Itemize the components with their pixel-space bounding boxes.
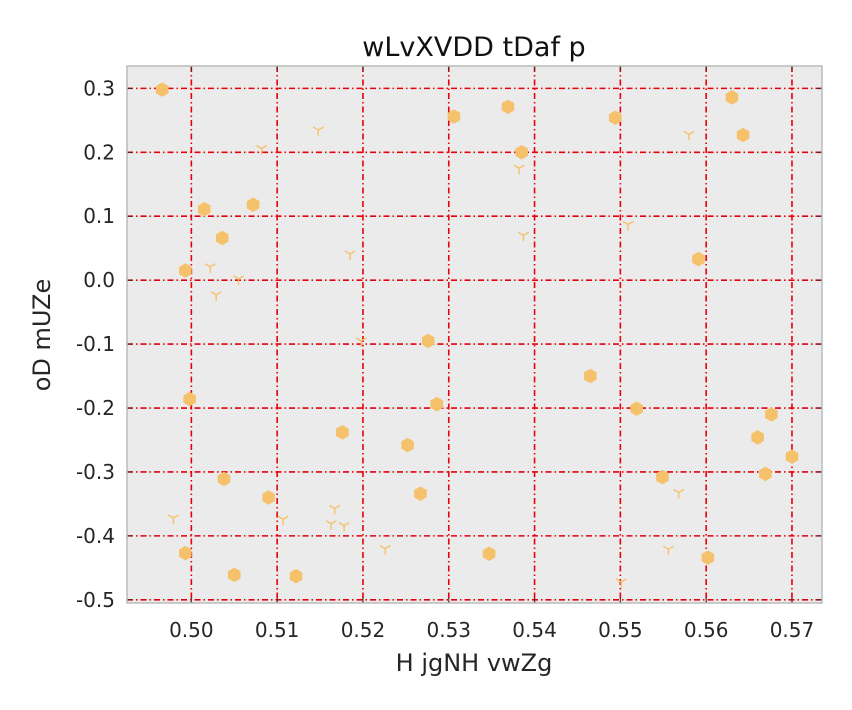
hexagon-point [692, 251, 705, 267]
hexagon-point [421, 333, 435, 349]
x-tick-label: 0.51 [255, 618, 300, 642]
y-tick-label: -0.3 [76, 460, 115, 484]
hexagon-point [217, 471, 231, 487]
tri-down-point [517, 231, 529, 242]
hexagon-point [630, 401, 643, 416]
y-axis-title: oD mUZe [28, 279, 56, 392]
tri-down-point [622, 220, 634, 231]
hexagon-point [155, 82, 169, 97]
hexagon-point [515, 145, 528, 160]
tri-down-point [312, 126, 324, 136]
hexagon-point [584, 368, 597, 384]
tri-down-point [662, 545, 674, 556]
y-tick-label: -0.4 [76, 524, 115, 548]
tri-down-point [673, 488, 685, 499]
hexagon-point [179, 263, 192, 278]
hexagon-point [246, 197, 260, 212]
hexagon-point [289, 568, 303, 584]
y-tick-label: 0.1 [83, 204, 115, 228]
tri-down-point [338, 522, 350, 532]
tri-down-point [167, 514, 179, 524]
y-tick-labels: 0.3 0.2 0.1 0.0 -0.1 -0.2 -0.3 -0.4 -0.5 [76, 76, 115, 611]
hexagon-point [183, 391, 196, 407]
x-axis-title: H jgNH vwZg [396, 649, 553, 677]
hexagon-point [501, 99, 515, 115]
hexagon-point [262, 490, 275, 505]
tri-down-point [683, 130, 695, 141]
y-tick-label: 0.2 [83, 140, 115, 164]
tri-down-point [615, 578, 627, 588]
hexagon-point [336, 425, 349, 440]
y-tick-label: -0.5 [76, 588, 115, 612]
plot-background [127, 66, 822, 603]
tri-down-point [513, 164, 525, 175]
x-tick-label: 0.55 [598, 618, 643, 642]
hexagon-point [197, 201, 211, 217]
hexagon-point [215, 230, 229, 246]
y-tick-label: -0.2 [76, 396, 115, 420]
hexagon-point [785, 449, 799, 464]
tri-down-point [325, 520, 337, 530]
data-points [155, 82, 799, 588]
hexagon-point [447, 109, 461, 124]
hexagon-point [725, 90, 739, 105]
x-tick-label: 0.52 [341, 618, 386, 642]
hexagon-point [656, 469, 669, 485]
axis-ticks [127, 66, 822, 603]
hexagon-point [736, 127, 750, 143]
hexagon-point [751, 430, 764, 445]
chart-title: wLvXVDD tDaf p [362, 32, 585, 63]
hexagon-point [608, 110, 622, 126]
plot-frame [126, 65, 823, 604]
tri-down-point [277, 515, 289, 526]
x-tick-label: 0.54 [512, 618, 557, 642]
y-tick-label: 0.0 [83, 268, 115, 292]
hexagon-point [430, 396, 444, 412]
x-tick-labels: 0.50 0.51 0.52 0.53 0.54 0.55 0.56 0.57 [169, 618, 814, 642]
hexagon-point [482, 546, 496, 562]
tri-down-point [344, 250, 356, 260]
x-tick-label: 0.53 [426, 618, 471, 642]
tri-down-point [355, 337, 367, 347]
x-tick-label: 0.56 [684, 618, 729, 642]
hexagon-point [414, 486, 427, 501]
tri-down-point [210, 291, 222, 301]
tri-down-point [379, 545, 391, 555]
x-tick-label: 0.57 [770, 618, 815, 642]
hexagon-point [765, 407, 778, 422]
y-tick-label: 0.3 [83, 76, 115, 100]
grid-lines [127, 66, 822, 603]
y-tick-label: -0.1 [76, 332, 115, 356]
tri-down-point [204, 263, 216, 273]
hexagon-point [179, 545, 192, 561]
hexagon-point [401, 437, 414, 453]
hexagon-point [759, 466, 772, 482]
tri-down-point [329, 504, 341, 515]
hexagon-point [227, 567, 241, 583]
tri-down-point [232, 275, 245, 285]
x-tick-label: 0.50 [169, 618, 214, 642]
tri-down-point [256, 144, 268, 155]
hexagon-point [701, 550, 715, 565]
